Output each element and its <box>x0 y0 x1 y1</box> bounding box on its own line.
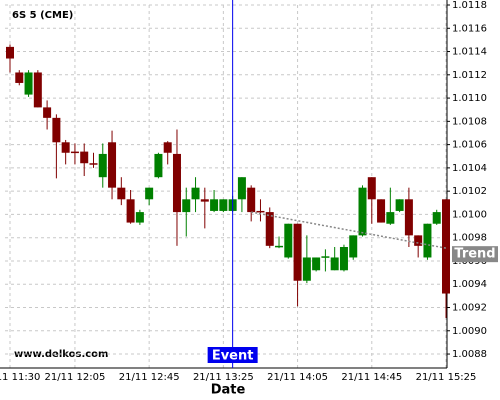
candle-body <box>237 177 246 200</box>
candle-body <box>256 210 265 213</box>
y-tick-label: 1.0102 <box>452 186 487 197</box>
candle-body <box>33 72 42 108</box>
candle-body <box>432 212 441 224</box>
candle-body <box>302 257 311 281</box>
candle-body <box>108 142 117 188</box>
y-tick-label: 1.0118 <box>452 0 487 11</box>
candle-body <box>145 187 154 200</box>
candle-body <box>135 212 144 223</box>
y-tick-label: 1.0114 <box>452 47 487 58</box>
x-tick-label: 21/11 12:45 <box>119 372 180 383</box>
x-tick-label: 21/11 13:25 <box>193 372 254 383</box>
candle-body <box>330 257 339 271</box>
x-tick-label: 21/11 12:05 <box>45 372 106 383</box>
y-tick-label: 1.0094 <box>452 279 487 290</box>
x-tick-label: 21/11 14:05 <box>267 372 328 383</box>
y-tick-label: 1.0116 <box>452 23 487 34</box>
candle-body <box>377 199 386 223</box>
y-tick-label: 1.0110 <box>452 93 487 104</box>
trend-label: Trend <box>454 247 495 262</box>
candle-body <box>349 235 358 258</box>
y-tick-label: 1.0108 <box>452 116 487 127</box>
candle-body <box>70 151 79 154</box>
candle-body <box>191 187 200 200</box>
candle-body <box>321 256 330 258</box>
candle-body <box>15 72 24 83</box>
y-tick-label: 1.0104 <box>452 163 487 174</box>
candle-body <box>386 212 395 224</box>
candle-body <box>358 187 367 236</box>
candle-body <box>61 142 70 153</box>
candle-body <box>126 199 135 223</box>
trend-line <box>251 211 447 249</box>
candle-body <box>117 187 126 200</box>
event-label-box <box>207 347 258 363</box>
candle-body <box>367 177 376 200</box>
candle-body <box>265 212 274 246</box>
candle-body <box>43 107 52 118</box>
candle-body <box>404 199 413 236</box>
y-tick-label: 1.0098 <box>452 233 487 244</box>
candle-body <box>182 199 191 213</box>
x-axis-label: Date <box>211 383 246 398</box>
candle-body <box>89 163 98 165</box>
candle-body <box>339 247 348 271</box>
x-tick-label: 21/11 11:30 <box>0 372 40 383</box>
candle-body <box>98 153 107 178</box>
candle-body <box>80 151 89 164</box>
event-label: Event <box>212 349 254 364</box>
y-tick-label: 1.0100 <box>452 209 487 220</box>
candle-body <box>247 187 256 213</box>
candle-body <box>442 199 450 294</box>
candle-body <box>154 153 163 178</box>
y-tick-label: 1.0090 <box>452 326 487 337</box>
chart-title: 6S 5 (CME) <box>12 10 73 21</box>
candle-body <box>395 199 404 211</box>
y-tick-label: 1.0088 <box>452 349 487 360</box>
candle-body <box>312 257 321 271</box>
x-tick-label: 21/11 14:45 <box>341 372 402 383</box>
candle-body <box>210 199 219 211</box>
candle-body <box>275 245 284 248</box>
y-tick-label: 1.0112 <box>452 70 487 81</box>
trend-label-box <box>452 246 498 263</box>
y-tick-label: 1.0106 <box>452 140 487 151</box>
candle-body <box>293 223 302 281</box>
candle-body <box>414 235 423 246</box>
candle-body <box>219 199 228 211</box>
candle-body <box>172 153 181 213</box>
candle-body <box>200 199 209 202</box>
y-tick-label: 1.0092 <box>452 303 487 314</box>
candle-body <box>52 117 61 143</box>
candle-body <box>284 223 293 258</box>
candle-body <box>6 46 14 59</box>
candle-body <box>423 223 432 258</box>
candle-body <box>163 142 172 153</box>
candle-body <box>24 72 33 95</box>
x-tick-label: 21/11 15:25 <box>416 372 477 383</box>
